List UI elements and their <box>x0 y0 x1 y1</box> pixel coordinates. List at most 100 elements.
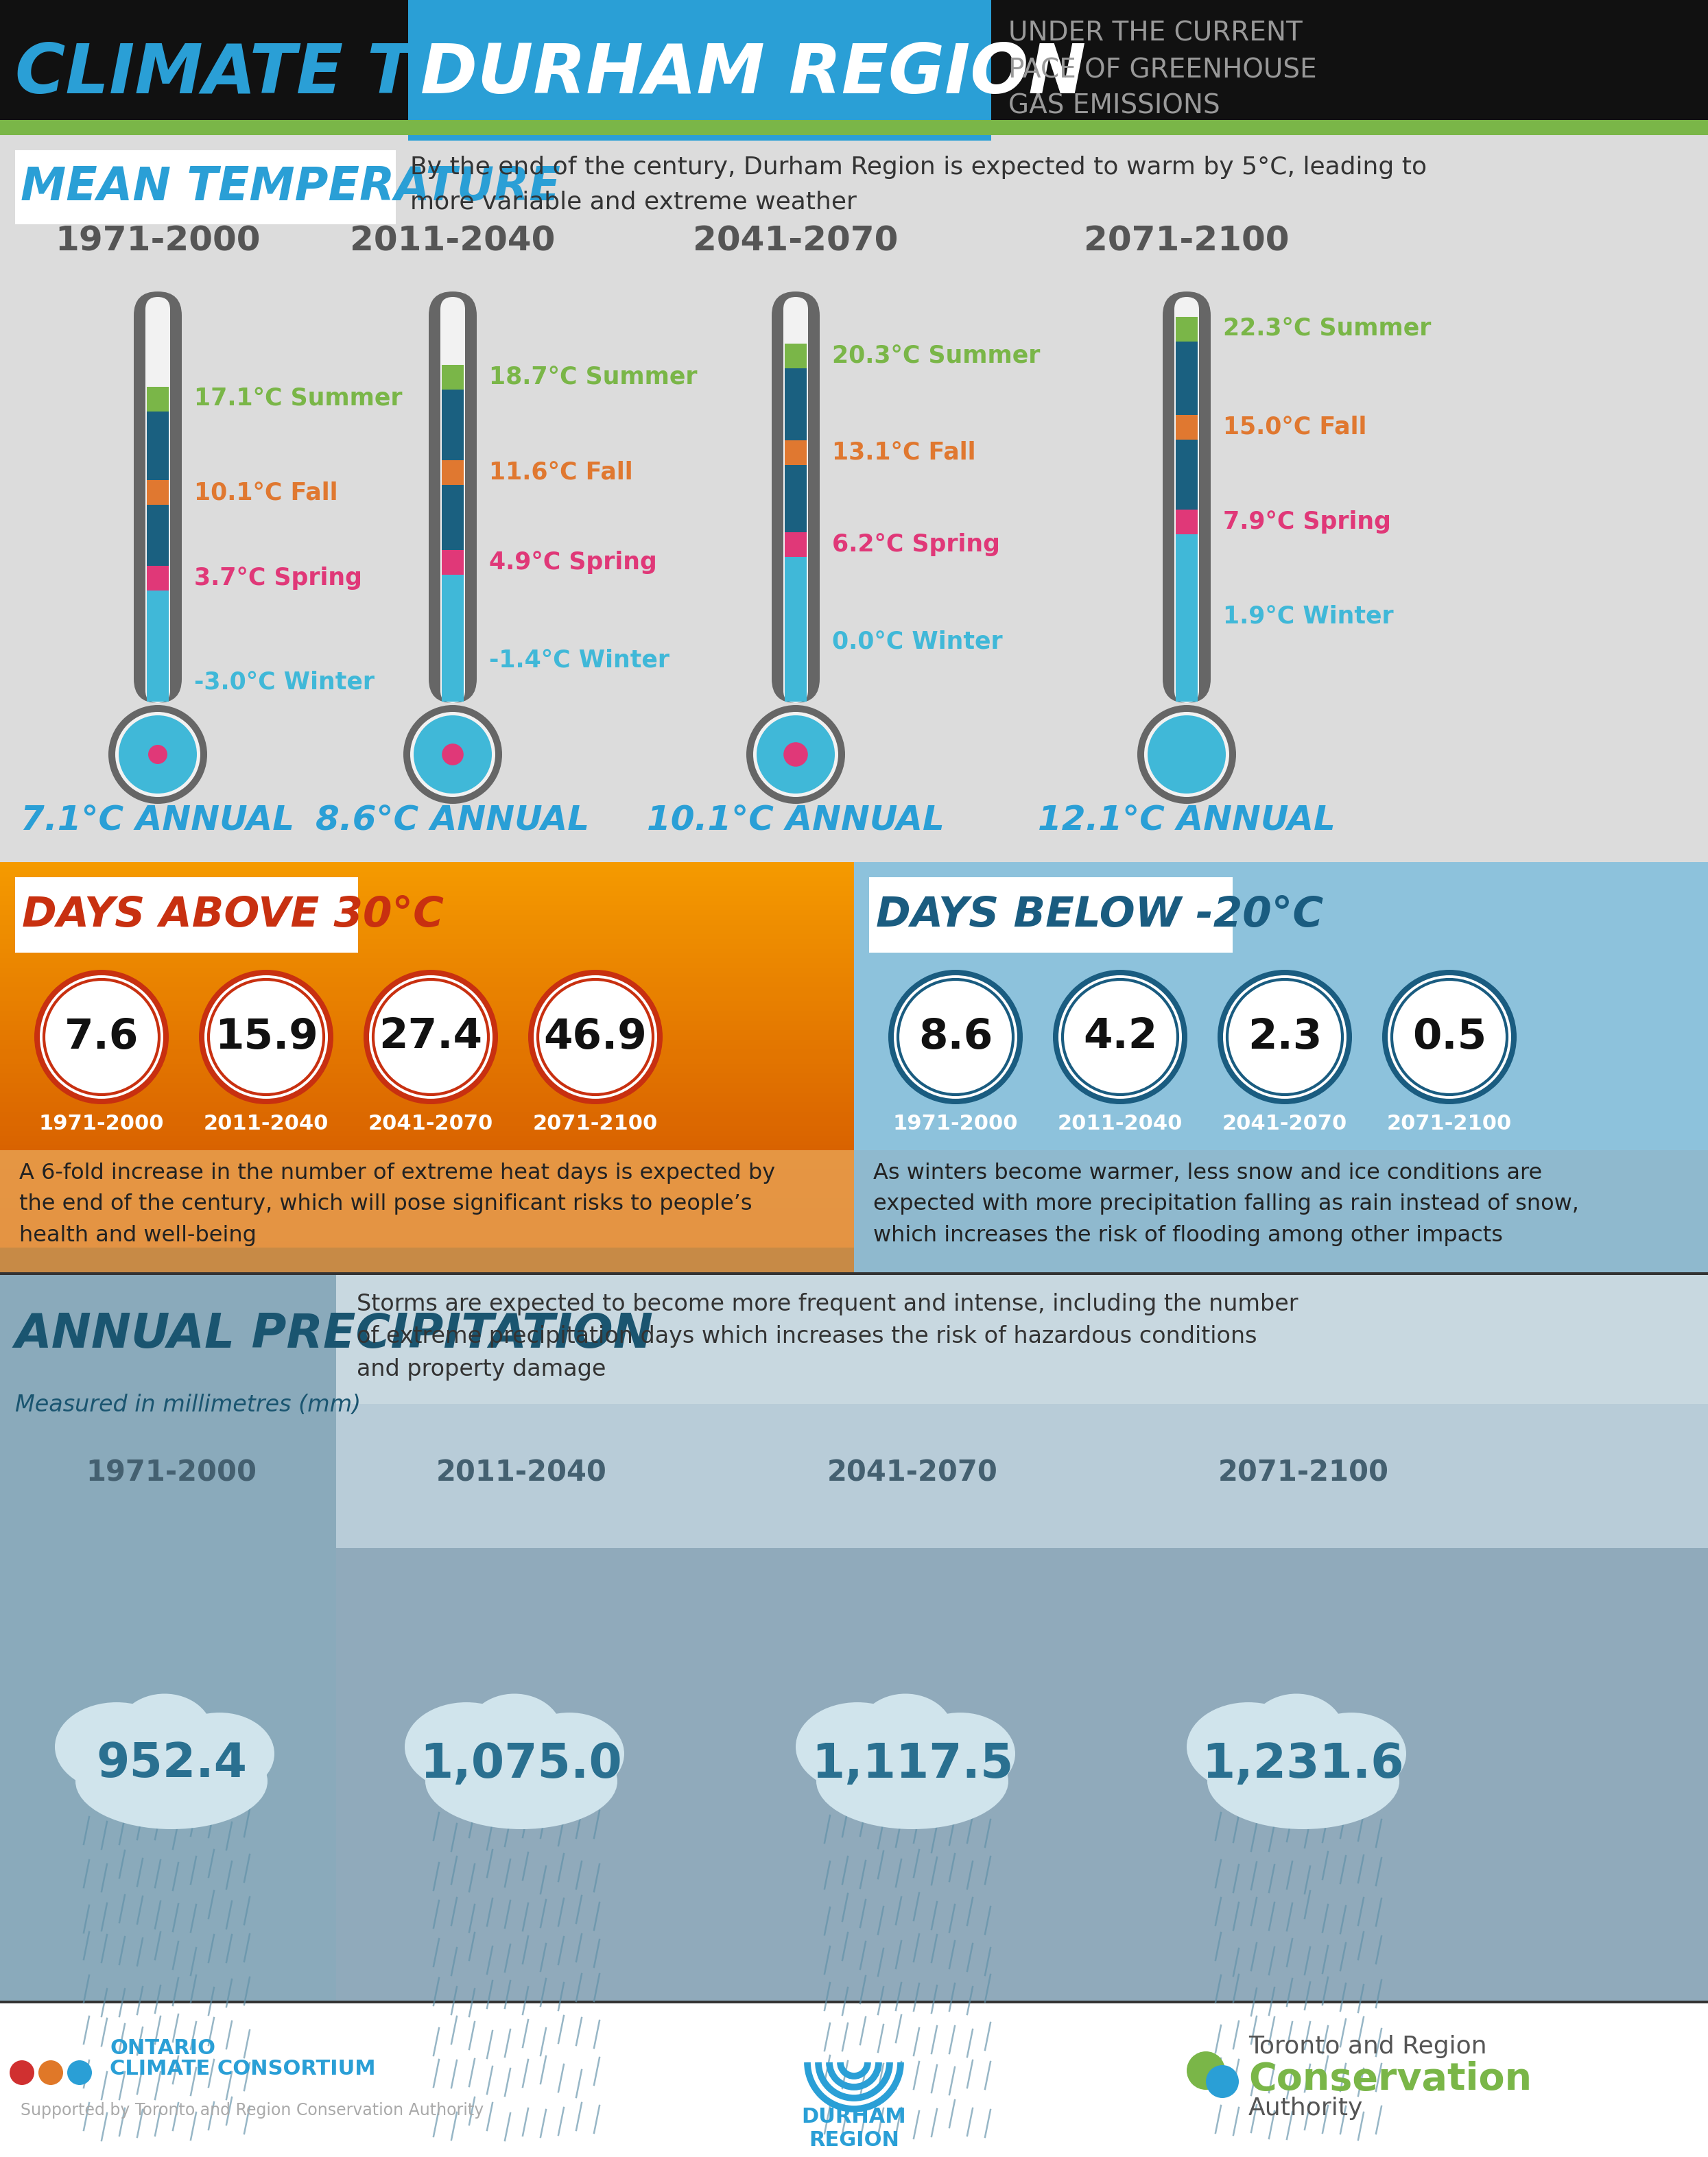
Circle shape <box>114 712 200 796</box>
Bar <box>0 887 854 893</box>
Bar <box>0 1173 854 1180</box>
Bar <box>1175 341 1197 414</box>
Bar <box>0 1074 854 1078</box>
Text: 1971-2000: 1971-2000 <box>39 1113 164 1135</box>
Circle shape <box>410 712 495 796</box>
Bar <box>0 1059 854 1066</box>
Text: CLIMATE TRENDS FOR: CLIMATE TRENDS FOR <box>15 41 883 108</box>
Ellipse shape <box>905 1713 1015 1795</box>
Text: As winters become warmer, less snow and ice conditions are
expected with more pr: As winters become warmer, less snow and … <box>873 1163 1578 1247</box>
Bar <box>854 863 1708 1273</box>
Text: 10.1°C ANNUAL: 10.1°C ANNUAL <box>647 802 945 837</box>
Bar <box>0 2002 1708 2157</box>
Bar <box>1175 509 1197 535</box>
Bar <box>442 634 463 660</box>
Bar <box>854 863 1708 1273</box>
Bar <box>0 1150 854 1156</box>
Circle shape <box>39 975 164 1098</box>
Bar <box>0 1094 854 1098</box>
Bar <box>442 390 463 459</box>
FancyBboxPatch shape <box>133 291 181 703</box>
Text: 2.3: 2.3 <box>1247 1016 1322 1057</box>
Bar <box>1175 535 1197 701</box>
FancyBboxPatch shape <box>429 291 477 703</box>
Circle shape <box>1138 705 1237 805</box>
Bar <box>408 0 991 140</box>
Ellipse shape <box>816 1732 1008 1829</box>
Bar <box>0 981 854 988</box>
Text: Authority: Authority <box>1249 2097 1363 2120</box>
Circle shape <box>38 2060 63 2086</box>
Bar <box>0 1154 854 1160</box>
Circle shape <box>893 975 1018 1098</box>
Bar <box>786 2015 922 2151</box>
Bar <box>784 533 806 557</box>
Bar <box>0 1273 1708 2002</box>
Text: 15.9: 15.9 <box>215 1016 318 1057</box>
Circle shape <box>533 975 658 1098</box>
Bar <box>0 988 854 992</box>
FancyBboxPatch shape <box>145 298 171 703</box>
Bar <box>147 481 169 505</box>
Bar <box>0 899 854 906</box>
Circle shape <box>1223 975 1346 1098</box>
Bar <box>0 968 854 975</box>
Bar <box>442 550 463 574</box>
Text: 12.1°C ANNUAL: 12.1°C ANNUAL <box>1038 802 1336 837</box>
Bar <box>0 1236 854 1242</box>
Bar <box>0 1184 854 1191</box>
Circle shape <box>784 742 808 766</box>
Bar <box>0 1001 854 1007</box>
Text: DURHAM
REGION: DURHAM REGION <box>801 2107 907 2151</box>
Text: 2011-2040: 2011-2040 <box>1057 1113 1182 1135</box>
Bar <box>0 997 854 1003</box>
Bar <box>784 343 806 369</box>
Bar <box>0 1160 854 1167</box>
Circle shape <box>1382 971 1517 1104</box>
Bar <box>0 1227 854 1234</box>
Bar <box>0 1068 854 1074</box>
Ellipse shape <box>1249 1693 1344 1773</box>
Text: -1.4°C Winter: -1.4°C Winter <box>488 649 670 673</box>
Bar <box>0 1083 854 1089</box>
Text: 2071-2100: 2071-2100 <box>533 1113 658 1135</box>
Bar <box>0 925 854 930</box>
Circle shape <box>753 712 839 796</box>
Text: 1971-2000: 1971-2000 <box>85 1458 256 1488</box>
Text: 7.1°C ANNUAL: 7.1°C ANNUAL <box>20 802 295 837</box>
Bar <box>0 863 854 869</box>
Text: 952.4: 952.4 <box>96 1741 248 1786</box>
Text: ANNUAL PRECIPITATION: ANNUAL PRECIPITATION <box>15 1311 654 1357</box>
Circle shape <box>67 2060 92 2086</box>
Bar <box>336 1273 1708 1404</box>
Text: 4.9°C Spring: 4.9°C Spring <box>488 550 658 574</box>
Bar <box>0 958 854 964</box>
Text: 2041-2070: 2041-2070 <box>827 1458 997 1488</box>
Bar <box>0 1031 854 1035</box>
Text: 1,117.5: 1,117.5 <box>811 1741 1013 1786</box>
Bar <box>0 977 854 984</box>
Bar <box>0 1141 854 1148</box>
Circle shape <box>528 971 663 1104</box>
Ellipse shape <box>1296 1713 1406 1795</box>
Text: 2071-2100: 2071-2100 <box>1387 1113 1512 1135</box>
Text: DURHAM REGION: DURHAM REGION <box>420 41 1086 108</box>
Circle shape <box>10 2060 34 2086</box>
Bar <box>0 1217 854 1223</box>
Bar <box>784 369 806 440</box>
Bar <box>1175 440 1197 509</box>
Bar <box>0 121 1708 136</box>
Bar <box>0 1063 854 1070</box>
Bar <box>0 1102 854 1109</box>
Circle shape <box>403 705 502 805</box>
Text: 10.1°C Fall: 10.1°C Fall <box>195 481 338 505</box>
Ellipse shape <box>164 1713 275 1795</box>
Bar <box>15 151 396 224</box>
Circle shape <box>1144 712 1230 796</box>
Bar <box>784 615 806 641</box>
Bar <box>0 973 854 979</box>
Bar <box>0 0 1708 121</box>
Text: A 6-fold increase in the number of extreme heat days is expected by
the end of t: A 6-fold increase in the number of extre… <box>19 1163 775 1247</box>
Bar <box>784 440 806 464</box>
Text: 46.9: 46.9 <box>543 1016 647 1057</box>
